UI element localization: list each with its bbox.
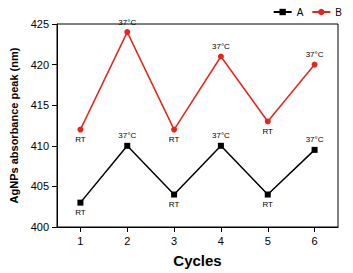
svg-text:2: 2 xyxy=(124,235,130,247)
svg-text:1: 1 xyxy=(77,235,83,247)
svg-text:RT: RT xyxy=(262,200,273,209)
svg-text:405: 405 xyxy=(31,180,49,192)
svg-text:6: 6 xyxy=(312,235,318,247)
svg-text:RT: RT xyxy=(75,208,86,217)
svg-text:37°C: 37°C xyxy=(212,131,230,140)
svg-text:3: 3 xyxy=(171,235,177,247)
svg-text:Cycles: Cycles xyxy=(173,252,221,269)
svg-text:5: 5 xyxy=(265,235,271,247)
svg-text:415: 415 xyxy=(31,99,49,111)
svg-text:37°C: 37°C xyxy=(306,50,324,59)
svg-text:RT: RT xyxy=(262,127,273,136)
svg-text:37°C: 37°C xyxy=(306,135,324,144)
svg-text:RT: RT xyxy=(169,200,180,209)
svg-text:425: 425 xyxy=(31,18,49,30)
svg-text:B: B xyxy=(335,7,342,18)
svg-text:A: A xyxy=(297,7,304,18)
svg-text:37°C: 37°C xyxy=(118,131,136,140)
svg-text:RT: RT xyxy=(75,135,86,144)
svg-text:37°C: 37°C xyxy=(118,18,136,27)
svg-text:RT: RT xyxy=(169,135,180,144)
svg-text:37°C: 37°C xyxy=(212,42,230,51)
svg-text:400: 400 xyxy=(31,221,49,233)
svg-text:420: 420 xyxy=(31,59,49,71)
svg-text:410: 410 xyxy=(31,140,49,152)
svg-text:4: 4 xyxy=(218,235,224,247)
svg-text:AgNPs absorbance peak (nm): AgNPs absorbance peak (nm) xyxy=(8,47,20,203)
